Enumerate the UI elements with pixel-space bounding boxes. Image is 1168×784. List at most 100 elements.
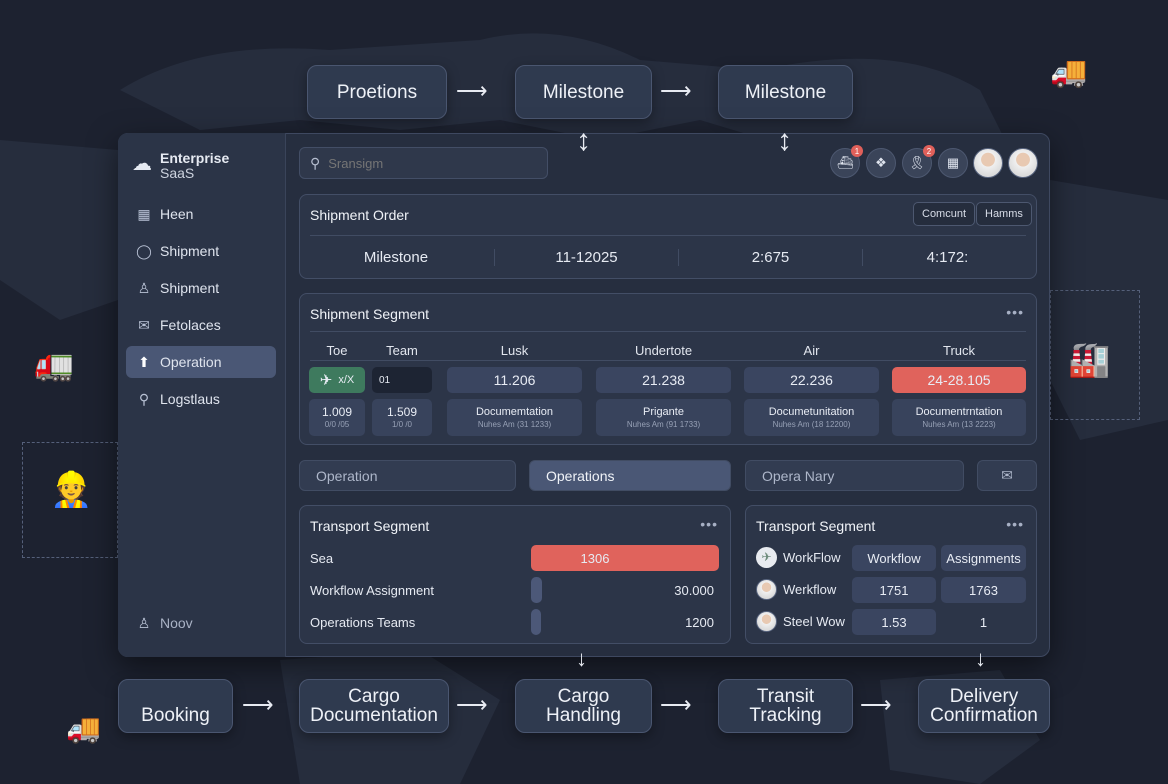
cell-main: Documemtation xyxy=(475,405,554,418)
sidebar-item-label: Logstlaus xyxy=(160,391,220,407)
row-label: Steel Wow xyxy=(783,614,845,629)
flow-node-transit-tracking[interactable]: Transit Tracking xyxy=(718,679,853,733)
assignments-cell[interactable]: Assignments xyxy=(941,545,1026,571)
arrow-down-icon: ↓ xyxy=(576,646,587,671)
card-title: Shipment Order xyxy=(310,207,409,223)
search-input[interactable] xyxy=(328,155,529,171)
flow-node-delivery-confirmation[interactable]: Delivery Confirmation xyxy=(918,679,1050,733)
value-cell[interactable]: 21.238 xyxy=(596,367,731,393)
sidebar-item-shipment-2[interactable]: ♙ Shipment xyxy=(126,272,276,304)
search-icon: ⚲ xyxy=(310,154,321,171)
value-cell[interactable]: 1 xyxy=(979,614,988,630)
team-cell[interactable]: 01 xyxy=(372,367,432,393)
sidebar-item-logstlaus[interactable]: ⚲ Logstlaus xyxy=(126,383,276,415)
detail-cell[interactable]: Documentrntation Nuhes Am (13 2223) xyxy=(892,399,1026,436)
more-icon[interactable]: ••• xyxy=(1006,516,1024,532)
sidebar-item-label: Operation xyxy=(160,354,222,370)
truck-icon: 🚚 xyxy=(66,713,101,744)
value-cell[interactable]: 1763 xyxy=(941,577,1026,603)
sidebar-user[interactable]: ♙ Noov xyxy=(126,607,276,639)
tab-operations[interactable]: Operations xyxy=(529,460,731,491)
more-icon[interactable]: ••• xyxy=(1006,304,1024,320)
avatar[interactable] xyxy=(1008,148,1038,178)
tab-operation[interactable]: Operation xyxy=(299,460,516,491)
cell-main: 1.509 xyxy=(386,405,418,419)
sidebar-item-shipment[interactable]: ◯ Shipment xyxy=(126,235,276,267)
value-cell[interactable]: 11.206 xyxy=(447,367,582,393)
arrow-vertical-icon: ↕ xyxy=(576,124,591,157)
brand-name: Enterprise xyxy=(160,150,230,166)
detail-cell[interactable]: Prigante Nuhes Am (91 1733) xyxy=(596,399,731,436)
worker-icon: 👷 xyxy=(50,471,93,509)
sidebar-item-label: Shipment xyxy=(160,243,220,259)
detail-cell[interactable]: 1.509 1/0 /0 xyxy=(372,399,432,436)
sidebar-item-operation[interactable]: ⬆ Operation xyxy=(126,346,276,378)
flow-node-milestone-2[interactable]: Milestone xyxy=(718,65,853,119)
flow-node-cargo-handling[interactable]: Cargo Handling xyxy=(515,679,652,733)
truck-value-cell[interactable]: 24-28.105 xyxy=(892,367,1026,393)
row-value: 1200 xyxy=(685,615,714,630)
flow-node-booking[interactable]: Booking xyxy=(118,679,233,733)
value-cell[interactable]: 1.53 xyxy=(852,609,936,635)
progress-bar xyxy=(531,577,543,603)
column-header: Toe xyxy=(326,343,348,358)
value-cell[interactable]: 1751 xyxy=(852,577,936,603)
dashed-region-left xyxy=(22,442,118,558)
card-title: Shipment Segment xyxy=(310,306,430,322)
workflow-cell[interactable]: Workflow xyxy=(852,545,936,571)
cell-main: 1.009 xyxy=(321,405,353,419)
arrow-down-icon: ↓ xyxy=(975,646,986,671)
detail-cell[interactable]: Documetunitation Nuhes Am (18 12200) xyxy=(744,399,879,436)
arrow-right-icon: ⟶ xyxy=(660,692,692,717)
calendar-icon[interactable]: ▦ xyxy=(938,148,968,178)
more-icon[interactable]: ••• xyxy=(700,516,718,532)
flow-node-milestone-1[interactable]: Milestone xyxy=(515,65,652,119)
user-name: Noov xyxy=(160,615,193,631)
search-box[interactable]: ⚲ xyxy=(299,147,548,179)
airplane-icon: ✈ xyxy=(756,547,777,568)
cell-sub: 1/0 /0 xyxy=(391,420,412,430)
shipment-order-card: Shipment Order xyxy=(299,194,1037,279)
column-header: Undertote xyxy=(634,343,693,358)
network-icon[interactable]: ❖ xyxy=(866,148,896,178)
message-icon[interactable]: ✉ xyxy=(977,460,1037,491)
cell-main: Prigante xyxy=(643,405,684,418)
truck-icon: 🚛 xyxy=(34,346,74,382)
chat-icon: ◯ xyxy=(136,242,152,259)
search-key-icon: ⚲ xyxy=(138,390,150,407)
user-icon: ♙ xyxy=(137,279,151,296)
detail-cell[interactable]: Documemtation Nuhes Am (31 1233) xyxy=(447,399,582,436)
cell-main: Documetunitation xyxy=(768,405,855,418)
notification-badge: 1 xyxy=(851,145,863,157)
order-value: 2:675 xyxy=(678,249,862,266)
tab-opera-nary[interactable]: Opera Nary xyxy=(745,460,964,491)
hamms-button[interactable]: Hamms xyxy=(976,202,1032,226)
sidebar-item-heen[interactable]: ▦ Heen xyxy=(126,198,276,230)
cell-main: Documentrntation xyxy=(915,405,1003,418)
avatar xyxy=(756,611,777,632)
ship-icon[interactable]: ⛴ 1 xyxy=(830,145,863,178)
detail-cell[interactable]: 1.009 0/0 /05 xyxy=(309,399,365,436)
column-header: Truck xyxy=(942,343,976,358)
arrow-right-icon: ⟶ xyxy=(860,692,892,717)
value-cell[interactable]: 22.236 xyxy=(744,367,879,393)
cell-sub: Nuhes Am (13 2223) xyxy=(922,419,996,429)
air-mode-chip[interactable]: ✈ x/X xyxy=(309,367,365,393)
notification-badge: 2 xyxy=(923,145,935,157)
order-value: Milestone xyxy=(363,249,429,266)
row-label: WorkFlow xyxy=(783,550,841,565)
comcunt-button[interactable]: Comcunt xyxy=(913,202,976,226)
arrow-up-icon: ⬆ xyxy=(138,353,150,370)
flow-node-cargo-documentation[interactable]: Cargo Documentation xyxy=(299,679,449,733)
avatar[interactable] xyxy=(973,148,1003,178)
card-title: Transport Segment xyxy=(756,518,876,534)
cloud-logo-icon: ☁ xyxy=(132,153,152,175)
row-label: Werkflow xyxy=(783,582,837,597)
factory-icon: 🏭 xyxy=(1068,341,1111,379)
sidebar-item-fetolaces[interactable]: ✉ Fetolaces xyxy=(126,309,276,341)
mail-icon: ✉ xyxy=(138,316,150,333)
order-value: 4:172: xyxy=(862,249,1032,266)
ribbon-icon[interactable]: 🎗 2 xyxy=(902,145,935,178)
flow-node-proetions[interactable]: Proetions xyxy=(307,65,447,119)
cell-sub: Nuhes Am (18 12200) xyxy=(772,419,851,429)
